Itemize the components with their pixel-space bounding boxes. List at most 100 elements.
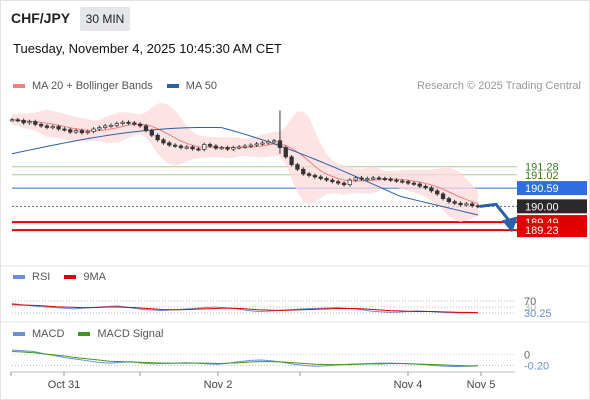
candle-body	[155, 134, 160, 141]
candle-body	[283, 147, 288, 158]
candle	[295, 162, 300, 172]
candle	[458, 201, 463, 207]
candle-body	[429, 187, 434, 192]
candle	[44, 124, 50, 130]
candle-body	[237, 146, 242, 149]
candle	[394, 178, 399, 183]
macd-tick-0: 0	[524, 350, 530, 362]
candle	[56, 124, 61, 131]
legend-ma50: MA 50	[166, 80, 217, 92]
rsi-tick-70: 70	[524, 296, 536, 308]
candle-body	[91, 128, 96, 132]
candle	[324, 176, 329, 182]
interval-button[interactable]: 30 MIN	[80, 7, 130, 31]
legend-label-rsi: RSI	[32, 271, 51, 283]
candle-body	[15, 119, 20, 122]
level-label-191-28: 191.28	[525, 162, 559, 174]
candle-body	[161, 139, 166, 144]
candle-body	[108, 124, 114, 127]
candle	[400, 179, 405, 184]
legend-macd-signal: MACD Signal	[78, 328, 163, 340]
candle-body	[79, 130, 85, 134]
candle	[423, 184, 428, 190]
candle	[452, 199, 457, 206]
candle	[149, 128, 154, 138]
candle	[143, 124, 149, 133]
candle	[435, 189, 440, 196]
candle-body	[475, 205, 481, 208]
candle	[353, 176, 358, 182]
candle	[475, 203, 481, 209]
candle	[336, 179, 341, 185]
candle-body	[248, 144, 253, 147]
candle-body	[324, 178, 329, 181]
candle	[382, 176, 387, 181]
rsi-legend: RSI 9MA	[13, 271, 120, 283]
candle	[388, 177, 393, 182]
bollinger-band	[12, 102, 478, 223]
candle-body	[56, 126, 61, 130]
legend-swatch-macd-signal	[78, 332, 91, 336]
candle-body	[138, 123, 143, 127]
candle	[68, 127, 73, 134]
candle-body	[435, 190, 440, 195]
candle-body	[341, 182, 347, 186]
candle-body	[388, 178, 393, 181]
legend-label-macd-signal: MACD Signal	[97, 328, 164, 340]
candle	[202, 142, 207, 152]
candle	[301, 167, 306, 176]
candle-body	[207, 144, 213, 147]
candle-body	[301, 168, 306, 175]
candle-body	[149, 130, 154, 136]
legend-9ma: 9MA	[64, 271, 106, 283]
candle-body	[184, 146, 189, 149]
legend-swatch-rsi	[13, 275, 25, 279]
candle-body	[405, 181, 411, 184]
candle	[161, 137, 166, 145]
legend-swatch-9ma	[64, 275, 77, 279]
candle	[155, 133, 160, 142]
candle-body	[97, 127, 102, 130]
candle-body	[85, 131, 90, 134]
credit-text: Research © 2025 Trading Central	[416, 80, 581, 92]
legend-label-ma50: MA 50	[185, 80, 217, 92]
legend-ma20: MA 20 + Bollinger Bands	[13, 80, 153, 92]
candle-body	[446, 198, 452, 203]
candle	[9, 117, 15, 122]
candle-body	[103, 125, 108, 128]
candle	[172, 143, 178, 148]
candle-body	[231, 147, 236, 150]
candle	[312, 173, 318, 179]
symbol-title: CHF/JPY	[11, 10, 71, 26]
legend-label-macd: MACD	[32, 328, 65, 340]
candle	[289, 154, 294, 167]
legend-label-ma20: MA 20 + Bollinger Bands	[32, 80, 153, 92]
candle-body	[213, 145, 219, 149]
legend-swatch-ma50	[166, 84, 179, 88]
candle-body	[50, 126, 55, 129]
candle-body	[190, 146, 195, 150]
price-legend: MA 20 + Bollinger Bands MA 50	[13, 80, 231, 92]
rsi-tick-30: 30	[524, 302, 536, 314]
candle-body	[242, 145, 248, 148]
candle-body	[400, 180, 405, 183]
candle	[260, 141, 265, 146]
macd-legend: MACD MACD Signal	[13, 328, 177, 340]
level-box-189-23	[517, 223, 587, 238]
candle-body	[21, 120, 26, 124]
candle	[97, 125, 102, 131]
candle-body	[318, 176, 323, 179]
candle-body	[464, 203, 469, 206]
candle	[126, 120, 131, 125]
candle-body	[371, 177, 376, 180]
candle-body	[417, 183, 422, 187]
level-label-191-02: 191.02	[525, 170, 559, 182]
macd-tick-last: -0.20	[524, 360, 549, 372]
candle-body	[347, 179, 352, 186]
candle	[318, 175, 323, 181]
candle	[85, 129, 90, 135]
level-label-189-23: 189.23	[525, 225, 559, 237]
candle-body	[336, 181, 341, 184]
legend-rsi: RSI	[13, 271, 50, 283]
